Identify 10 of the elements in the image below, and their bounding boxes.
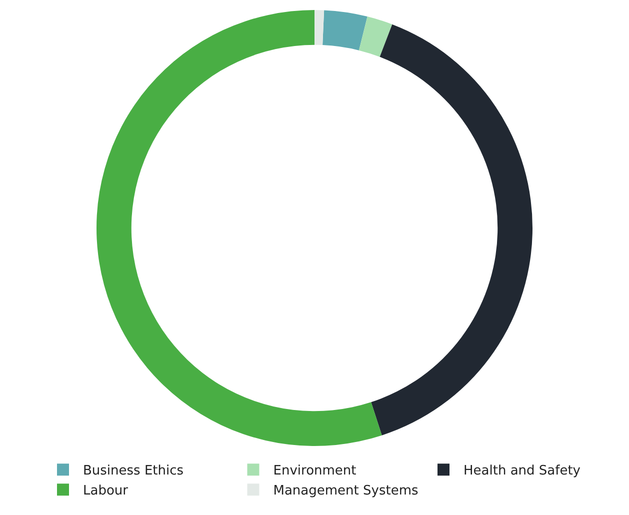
legend-label: Health and Safety (463, 464, 581, 479)
legend-label: Business Ethics (83, 464, 184, 479)
legend-label: Management Systems (273, 484, 418, 499)
donut-slice (371, 24, 532, 436)
donut-slice (322, 10, 368, 50)
legend-label: Labour (83, 484, 129, 499)
donut-slice (96, 10, 382, 446)
donut-slice (358, 16, 392, 57)
legend-label: Environment (273, 464, 356, 479)
donut-slice (314, 10, 324, 46)
